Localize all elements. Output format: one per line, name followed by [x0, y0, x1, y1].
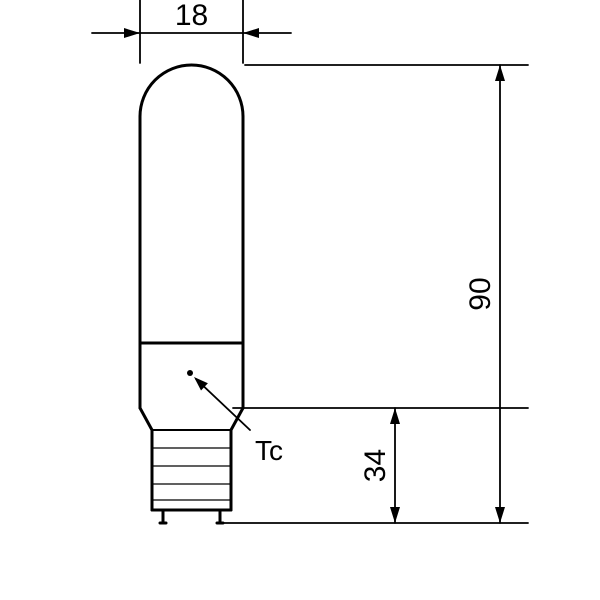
dimension-base-height-value: 34	[359, 449, 392, 482]
dimension-width-value: 18	[175, 0, 208, 32]
dimension-total-height-value: 90	[464, 277, 497, 310]
tc-label-text: Tc	[255, 435, 283, 466]
tc-point	[187, 370, 193, 376]
bulb-outline	[140, 65, 243, 523]
